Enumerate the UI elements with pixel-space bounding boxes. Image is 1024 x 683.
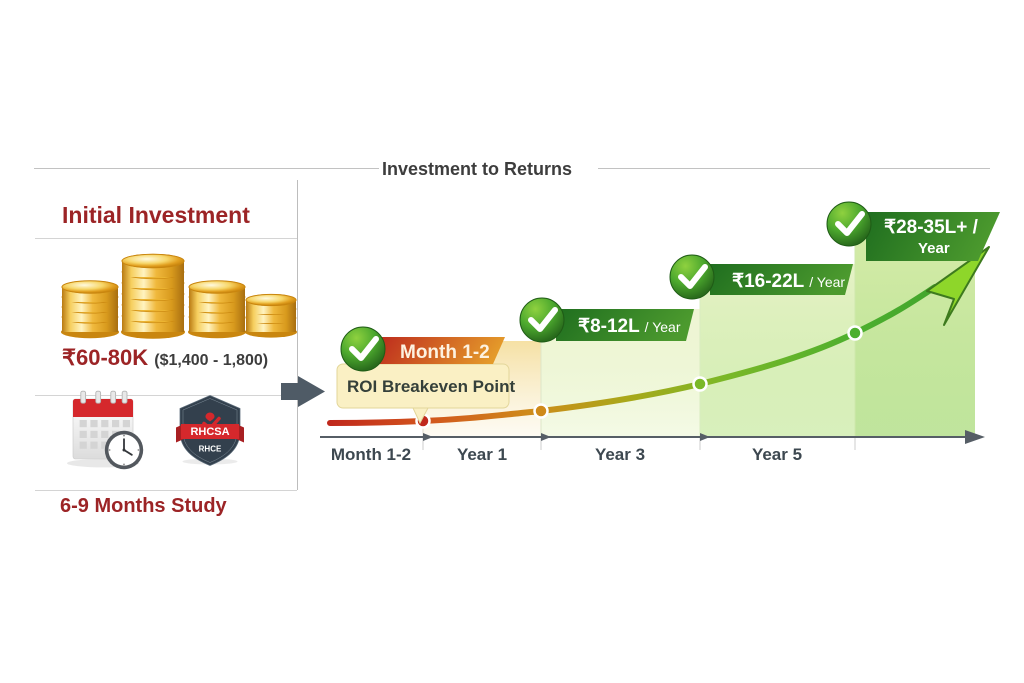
svg-text:Month 1-2: Month 1-2 [400, 342, 490, 363]
svg-text:Year 1: Year 1 [457, 445, 507, 464]
svg-text:₹28-35L+ /: ₹28-35L+ / [884, 217, 979, 238]
svg-text:ROI Breakeven Point: ROI Breakeven Point [347, 377, 516, 396]
svg-text:Year: Year [918, 240, 950, 257]
svg-text:Year 5: Year 5 [752, 445, 802, 464]
svg-text:Year 3: Year 3 [595, 445, 645, 464]
svg-text:Month 1-2: Month 1-2 [331, 445, 411, 464]
svg-text:₹8-12L / Year: ₹8-12L / Year [578, 316, 681, 337]
svg-text:₹16-22L / Year: ₹16-22L / Year [732, 271, 845, 292]
